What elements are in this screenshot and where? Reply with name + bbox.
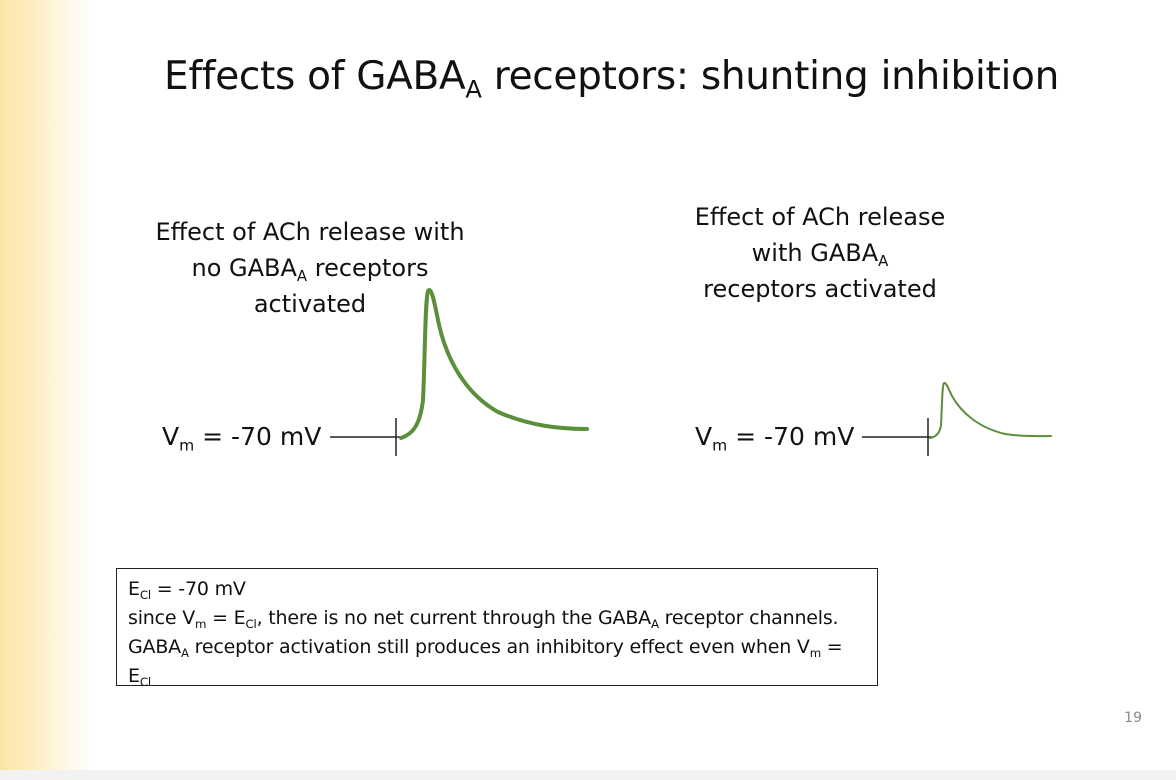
right-caption-line2-sub: A xyxy=(878,252,889,271)
note-l2-sub1: m xyxy=(195,617,207,632)
bottom-strip xyxy=(0,770,1176,780)
note-l2-d: receptor channels. xyxy=(658,607,839,629)
right-vm-sub: m xyxy=(712,436,728,455)
note-l2-b: = E xyxy=(206,607,246,629)
left-caption-line2-post: receptors xyxy=(307,254,429,282)
note-l1-sub: Cl xyxy=(139,588,151,603)
note-l3-c: = xyxy=(820,636,843,658)
note-l2-a: since V xyxy=(128,607,195,629)
slide-accent-gradient xyxy=(0,0,92,770)
left-caption-line2-pre: no GABA xyxy=(191,254,297,282)
left-epsp-trace xyxy=(399,287,589,440)
left-vm-label: Vm = -70 mV xyxy=(162,422,322,455)
note-l3-sub2: m xyxy=(809,646,821,661)
note-l4-sub: Cl xyxy=(139,675,151,690)
left-vm-v: V xyxy=(162,422,180,451)
title-subscript: A xyxy=(465,75,482,104)
note-l3-sub1: A xyxy=(180,646,189,661)
note-line-4: ECl xyxy=(128,662,869,691)
note-l1-e: E xyxy=(128,578,140,600)
slide-title: Effects of GABAA receptors: shunting inh… xyxy=(164,54,1064,110)
left-caption-line1: Effect of ACh release with xyxy=(155,218,465,246)
left-caption-line2: no GABAA receptors xyxy=(130,250,490,286)
note-l2-sub3: A xyxy=(650,617,659,632)
right-caption-line2: with GABAA xyxy=(650,235,990,271)
left-caption-line3: activated xyxy=(253,290,367,318)
note-line-3: GABAA receptor activation still produces… xyxy=(128,633,869,662)
note-l3-b: receptor activation still produces an in… xyxy=(188,636,810,658)
right-caption-line1: Effect of ACh release xyxy=(694,203,946,231)
left-vm-sub: m xyxy=(179,436,195,455)
note-l4-e: E xyxy=(128,665,140,687)
note-l2-sub2: Cl xyxy=(245,617,257,632)
note-line-2: since Vm = ECl, there is no net current … xyxy=(128,604,869,633)
right-vm-v: V xyxy=(695,422,713,451)
right-vm-label: Vm = -70 mV xyxy=(695,422,855,455)
left-caption-line2-sub: A xyxy=(296,267,308,286)
title-rest: receptors: shunting inhibition xyxy=(481,54,1060,99)
note-l2-c: , there is no net current through the GA… xyxy=(256,607,652,629)
right-caption-line2-pre: with GABA xyxy=(751,239,879,267)
left-caption: Effect of ACh release with no GABAA rece… xyxy=(130,214,490,322)
note-l1-rest: = -70 mV xyxy=(150,578,246,600)
explanation-box: ECl = -70 mV since Vm = ECl, there is no… xyxy=(116,568,878,688)
page-number: 19 xyxy=(1124,710,1142,726)
note-line-1: ECl = -70 mV xyxy=(128,575,869,604)
title-text: Effects of GABA xyxy=(164,54,466,99)
note-l3-a: GABA xyxy=(128,636,181,658)
left-vm-rest: = -70 mV xyxy=(194,422,322,451)
right-caption-line3: receptors activated xyxy=(703,275,937,303)
right-vm-rest: = -70 mV xyxy=(727,422,855,451)
right-epsp-trace xyxy=(929,381,1052,439)
right-caption: Effect of ACh release with GABAA recepto… xyxy=(650,199,990,307)
